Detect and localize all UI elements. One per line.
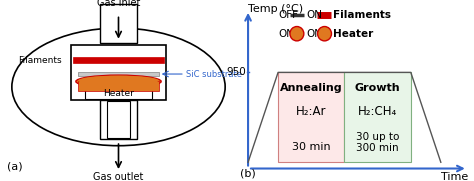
FancyBboxPatch shape <box>278 72 345 162</box>
Ellipse shape <box>318 27 331 41</box>
Text: 950: 950 <box>226 67 246 77</box>
Text: OFF: OFF <box>278 10 298 20</box>
FancyBboxPatch shape <box>100 100 137 139</box>
Ellipse shape <box>76 75 161 88</box>
Text: Growth: Growth <box>355 83 401 93</box>
FancyBboxPatch shape <box>345 72 411 162</box>
Text: H₂:Ar: H₂:Ar <box>296 105 327 117</box>
Text: Time: Time <box>441 172 468 181</box>
Text: SiC substrate: SiC substrate <box>186 70 242 79</box>
Text: ON: ON <box>278 29 294 39</box>
Text: Gas outlet: Gas outlet <box>93 172 144 181</box>
FancyBboxPatch shape <box>85 88 152 99</box>
Text: Heater: Heater <box>103 89 134 98</box>
Text: (b): (b) <box>240 169 256 178</box>
Text: H₂:CH₄: H₂:CH₄ <box>358 105 397 117</box>
FancyBboxPatch shape <box>73 57 164 63</box>
Text: Gas inlet: Gas inlet <box>97 0 140 8</box>
FancyBboxPatch shape <box>100 4 137 43</box>
Text: (a): (a) <box>7 162 23 172</box>
Text: Filaments: Filaments <box>333 10 391 20</box>
Text: Filaments: Filaments <box>18 56 62 65</box>
Text: 30 up to
300 min: 30 up to 300 min <box>356 132 399 153</box>
Text: 30 min: 30 min <box>292 142 330 152</box>
Text: Temp (°C): Temp (°C) <box>248 4 303 14</box>
Text: Annealing: Annealing <box>280 83 343 93</box>
Ellipse shape <box>290 27 304 41</box>
FancyBboxPatch shape <box>71 45 166 100</box>
Text: ON: ON <box>306 10 322 20</box>
FancyBboxPatch shape <box>78 72 159 76</box>
FancyBboxPatch shape <box>107 101 130 138</box>
FancyBboxPatch shape <box>78 81 159 90</box>
Text: ON: ON <box>306 29 322 39</box>
Text: Heater: Heater <box>333 29 373 39</box>
Ellipse shape <box>78 76 159 86</box>
